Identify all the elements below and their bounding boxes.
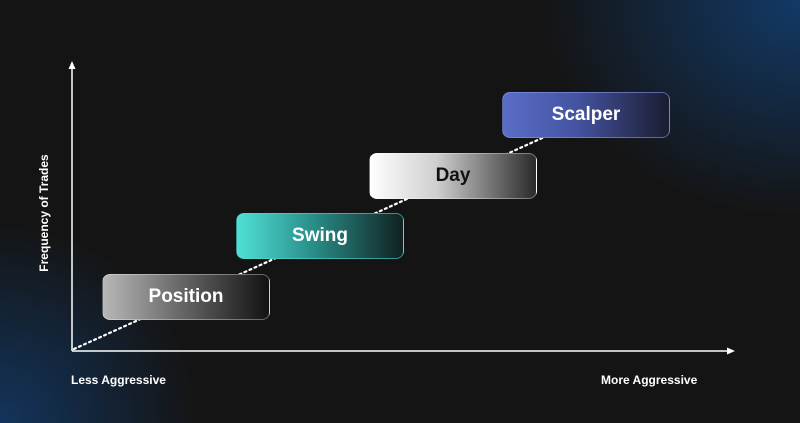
- stage-label: Scalper: [551, 104, 621, 125]
- stage-day: Day: [369, 153, 537, 199]
- stage-label: Swing: [292, 225, 348, 246]
- x-axis-label-right: More Aggressive: [601, 373, 698, 387]
- x-axis-label-left: Less Aggressive: [71, 373, 166, 387]
- stage-scalper: Scalper: [502, 92, 670, 138]
- y-axis-arrow: [68, 61, 76, 69]
- stage-label: Day: [435, 165, 471, 186]
- y-axis-label: Frequency of Trades: [37, 154, 51, 272]
- stage-swing: Swing: [236, 213, 404, 259]
- stage-label: Position: [148, 286, 224, 307]
- x-axis-arrow: [727, 347, 735, 355]
- stage-position: Position: [102, 274, 270, 320]
